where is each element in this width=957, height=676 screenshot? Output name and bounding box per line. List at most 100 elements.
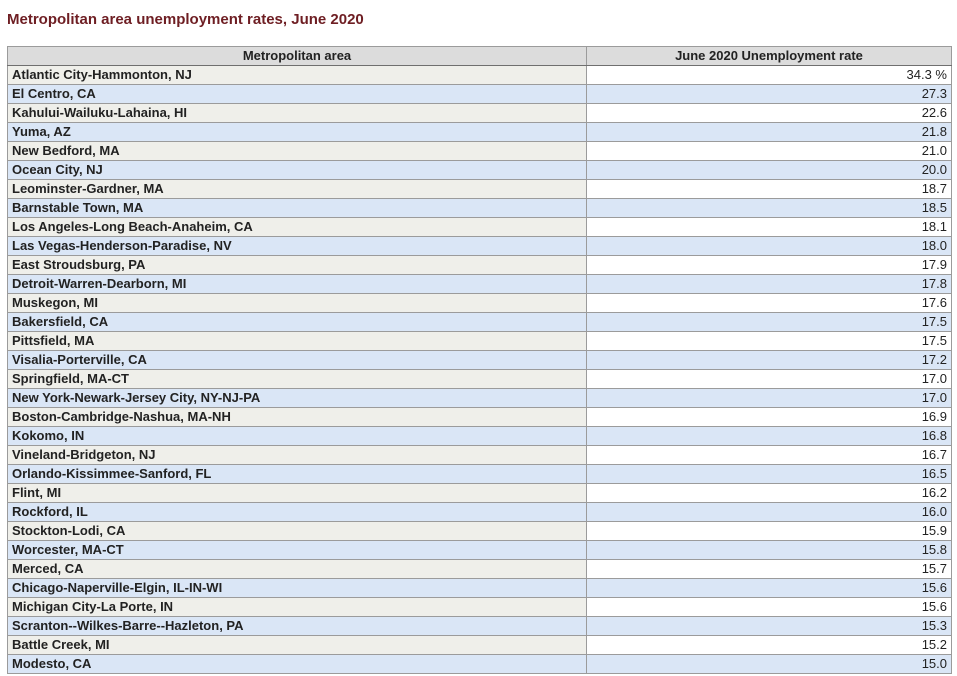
unemployment-rate-cell: 18.0 [586,236,952,256]
unemployment-rate-cell: 15.2 [586,635,952,655]
table-row: Leominster-Gardner, MA 18.7 [7,179,952,199]
column-header-unemployment-rate: June 2020 Unemployment rate [586,46,952,66]
unemployment-rate-cell: 16.0 [586,502,952,522]
unemployment-rate-cell: 18.7 [586,179,952,199]
metro-area-cell: Merced, CA [7,559,587,579]
metro-area-cell: East Stroudsburg, PA [7,255,587,275]
unemployment-rate-cell: 17.0 [586,388,952,408]
metro-area-cell: Scranton--Wilkes-Barre--Hazleton, PA [7,616,587,636]
metro-area-cell: Kahului-Wailuku-Lahaina, HI [7,103,587,123]
table-row: Scranton--Wilkes-Barre--Hazleton, PA 15.3 [7,616,952,636]
unemployment-rate-cell: 16.9 [586,407,952,427]
table-row: Vineland-Bridgeton, NJ 16.7 [7,445,952,465]
unemployment-rate-cell: 34.3 % [586,65,952,85]
unemployment-rate-cell: 22.6 [586,103,952,123]
unemployment-rate-cell: 17.6 [586,293,952,313]
unemployment-rate-cell: 21.0 [586,141,952,161]
metro-area-cell: Modesto, CA [7,654,587,674]
metro-area-cell: Atlantic City-Hammonton, NJ [7,65,587,85]
unemployment-rate-cell: 17.0 [586,369,952,389]
table-row: Pittsfield, MA 17.5 [7,331,952,351]
unemployment-rate-cell: 17.5 [586,331,952,351]
metro-area-cell: New Bedford, MA [7,141,587,161]
metro-area-cell: Pittsfield, MA [7,331,587,351]
metro-area-cell: Orlando-Kissimmee-Sanford, FL [7,464,587,484]
table-row: Rockford, IL 16.0 [7,502,952,522]
table-row: Yuma, AZ 21.8 [7,122,952,142]
metro-area-cell: Visalia-Porterville, CA [7,350,587,370]
metro-area-cell: Vineland-Bridgeton, NJ [7,445,587,465]
metro-area-cell: Stockton-Lodi, CA [7,521,587,541]
table-row: Modesto, CA 15.0 [7,654,952,674]
metro-area-cell: Muskegon, MI [7,293,587,313]
table-row: Bakersfield, CA 17.5 [7,312,952,332]
table-row: Visalia-Porterville, CA 17.2 [7,350,952,370]
table-row: El Centro, CA 27.3 [7,84,952,104]
unemployment-rate-cell: 15.9 [586,521,952,541]
metro-area-cell: Worcester, MA-CT [7,540,587,560]
metro-area-cell: El Centro, CA [7,84,587,104]
metro-area-cell: Michigan City-La Porte, IN [7,597,587,617]
unemployment-rate-cell: 18.1 [586,217,952,237]
table-row: Chicago-Naperville-Elgin, IL-IN-WI 15.6 [7,578,952,598]
table-row: Worcester, MA-CT 15.8 [7,540,952,560]
unemployment-rate-cell: 15.7 [586,559,952,579]
metro-area-cell: Kokomo, IN [7,426,587,446]
table-row: Kokomo, IN 16.8 [7,426,952,446]
table-row: Muskegon, MI 17.6 [7,293,952,313]
metro-area-cell: Las Vegas-Henderson-Paradise, NV [7,236,587,256]
table-row: Springfield, MA-CT 17.0 [7,369,952,389]
unemployment-rate-cell: 17.2 [586,350,952,370]
metro-area-cell: Leominster-Gardner, MA [7,179,587,199]
unemployment-rate-cell: 15.0 [586,654,952,674]
metro-area-cell: Chicago-Naperville-Elgin, IL-IN-WI [7,578,587,598]
table-row: Michigan City-La Porte, IN 15.6 [7,597,952,617]
metro-area-cell: Flint, MI [7,483,587,503]
metro-area-cell: Rockford, IL [7,502,587,522]
table-row: Detroit-Warren-Dearborn, MI 17.8 [7,274,952,294]
metro-area-cell: Ocean City, NJ [7,160,587,180]
unemployment-rate-cell: 15.3 [586,616,952,636]
table-row: Ocean City, NJ 20.0 [7,160,952,180]
page: Metropolitan area unemployment rates, Ju… [0,11,957,674]
metro-area-cell: Yuma, AZ [7,122,587,142]
table-row: Atlantic City-Hammonton, NJ 34.3 % [7,65,952,85]
table-row: New York-Newark-Jersey City, NY-NJ-PA 17.… [7,388,952,408]
unemployment-rate-cell: 17.5 [586,312,952,332]
unemployment-rate-cell: 15.6 [586,597,952,617]
metro-area-cell: Los Angeles-Long Beach-Anaheim, CA [7,217,587,237]
unemployment-rate-cell: 27.3 [586,84,952,104]
metro-area-cell: Detroit-Warren-Dearborn, MI [7,274,587,294]
metro-area-cell: Boston-Cambridge-Nashua, MA-NH [7,407,587,427]
unemployment-rate-cell: 16.5 [586,464,952,484]
metro-area-cell: Bakersfield, CA [7,312,587,332]
unemployment-rate-cell: 17.9 [586,255,952,275]
metro-area-cell: New York-Newark-Jersey City, NY-NJ-PA [7,388,587,408]
unemployment-rate-cell: 18.5 [586,198,952,218]
table-body: Atlantic City-Hammonton, NJ 34.3 % El Cent… [7,65,952,674]
table-row: Stockton-Lodi, CA 15.9 [7,521,952,541]
unemployment-rate-cell: 17.8 [586,274,952,294]
unemployment-rate-cell: 16.8 [586,426,952,446]
table-row: New Bedford, MA 21.0 [7,141,952,161]
metro-area-cell: Barnstable Town, MA [7,198,587,218]
unemployment-rate-cell: 16.7 [586,445,952,465]
table-row: Flint, MI 16.2 [7,483,952,503]
unemployment-rate-cell: 20.0 [586,160,952,180]
table-row: Kahului-Wailuku-Lahaina, HI 22.6 [7,103,952,123]
table-row: Battle Creek, MI 15.2 [7,635,952,655]
column-header-metro-area: Metropolitan area [7,46,587,66]
unemployment-rate-cell: 15.8 [586,540,952,560]
table-row: Barnstable Town, MA 18.5 [7,198,952,218]
table-header-row: Metropolitan area June 2020 Unemployment… [7,46,952,66]
unemployment-rate-cell: 16.2 [586,483,952,503]
unemployment-rate-cell: 15.6 [586,578,952,598]
metro-area-cell: Battle Creek, MI [7,635,587,655]
page-title: Metropolitan area unemployment rates, Ju… [7,11,364,28]
table-row: Boston-Cambridge-Nashua, MA-NH 16.9 [7,407,952,427]
table-row: Los Angeles-Long Beach-Anaheim, CA 18.1 [7,217,952,237]
table-row: Orlando-Kissimmee-Sanford, FL 16.5 [7,464,952,484]
unemployment-rates-table: Metropolitan area June 2020 Unemployment… [7,46,952,674]
table-row: East Stroudsburg, PA 17.9 [7,255,952,275]
table-row: Merced, CA 15.7 [7,559,952,579]
